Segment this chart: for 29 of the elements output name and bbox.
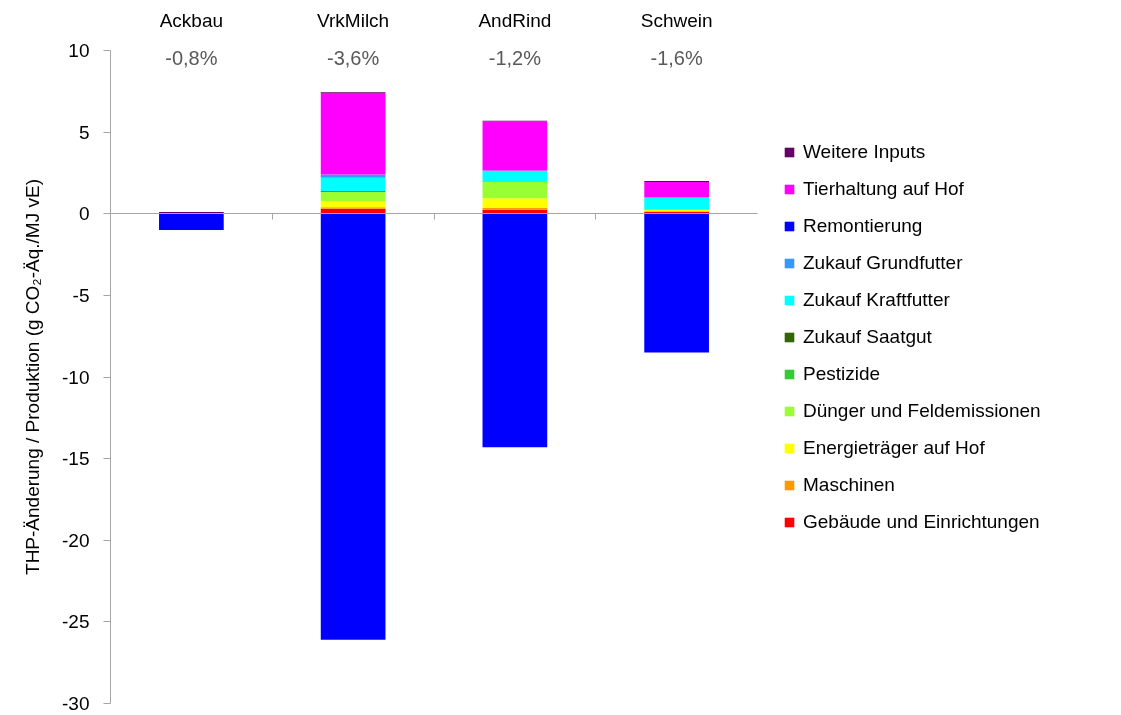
- legend-label: Pestizide: [803, 363, 881, 385]
- legend-label: Maschinen: [803, 474, 895, 496]
- y-tick-label: -20: [62, 529, 90, 551]
- y-axis-title: THP-Änderung / Produktion (g CO₂-Äq./MJ vE): [22, 179, 44, 575]
- legend-label: Tierhaltung auf Hof: [803, 178, 964, 200]
- y-tick-label: 10: [68, 40, 90, 61]
- annotation: -1,2%: [488, 47, 542, 70]
- y-tick-label: -25: [62, 611, 90, 633]
- legend-label: Remontierung: [803, 215, 923, 237]
- legend-label: Zukauf Grundfutter: [803, 252, 963, 274]
- legend-label: Energieträger auf Hof: [803, 437, 985, 459]
- y-tick-label: -10: [62, 366, 90, 388]
- y-tick-label: 0: [78, 203, 90, 225]
- legend-label: Dünger und Feldemissionen: [803, 400, 1041, 422]
- x-tick-label: Schwein: [640, 9, 713, 31]
- y-tick-label: -5: [72, 284, 90, 306]
- y-tick-label: -15: [62, 448, 90, 470]
- legend-label: Gebäude und Einrichtungen: [803, 511, 1040, 533]
- x-tick-label: Ackbau: [159, 9, 224, 31]
- x-tick-label: AndRind: [478, 9, 552, 31]
- annotation: -1,6%: [650, 47, 703, 70]
- y-tick-label: -30: [62, 693, 90, 714]
- annotation: -3,6%: [327, 47, 380, 70]
- legend-label: Zukauf Saatgut: [803, 326, 932, 348]
- annotation: -0,8%: [165, 47, 218, 70]
- legend-label: Weitere Inputs: [803, 141, 926, 163]
- y-tick-label: 5: [78, 121, 90, 143]
- x-tick-label: VrkMilch: [317, 9, 390, 31]
- legend-label: Zukauf Kraftfutter: [803, 289, 950, 311]
